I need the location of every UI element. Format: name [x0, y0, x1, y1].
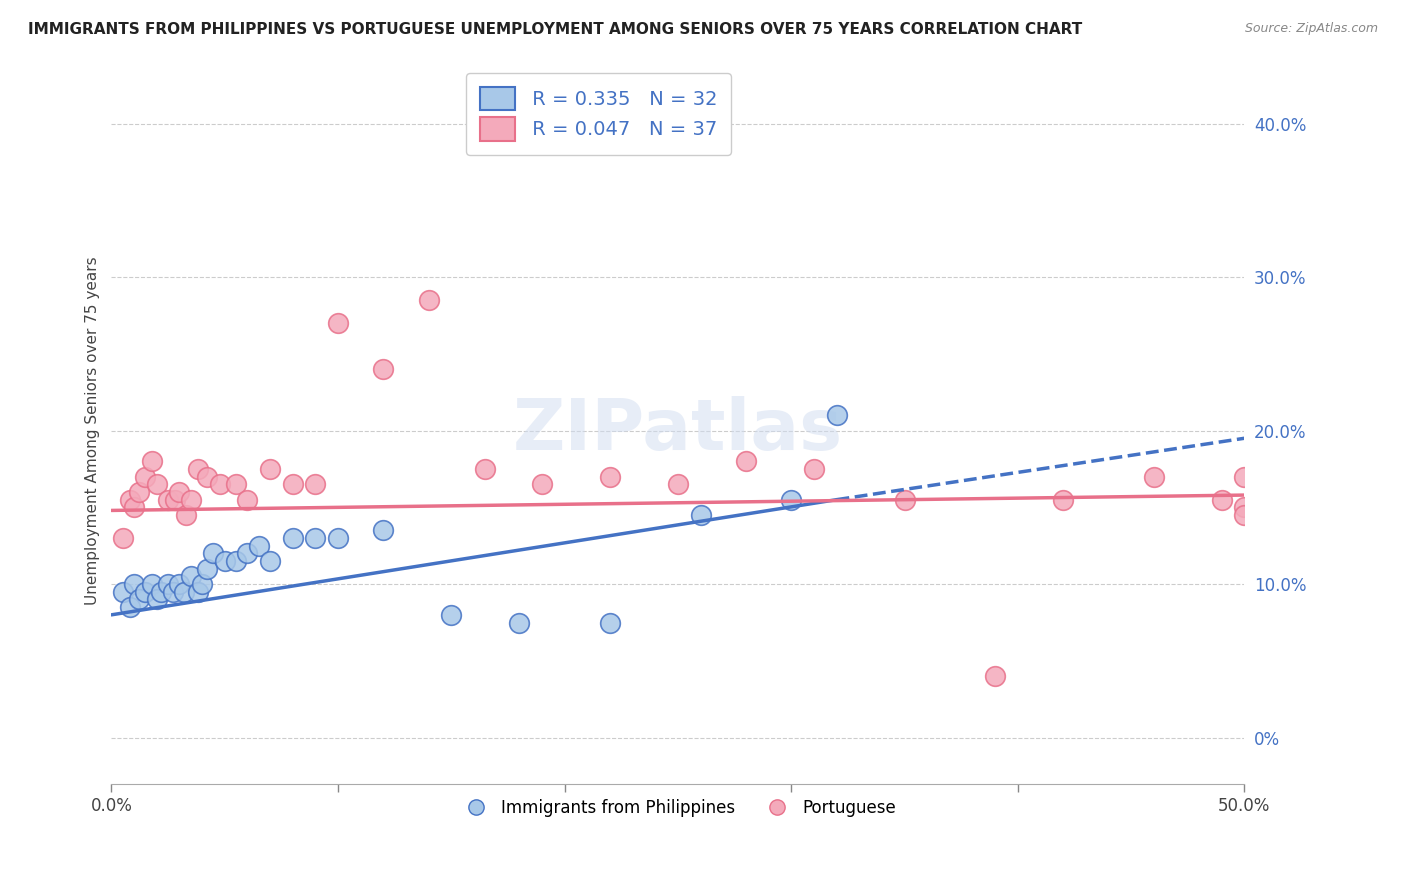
Point: [141, 454, 163, 468]
Point: [803, 462, 825, 476]
Y-axis label: Unemployment Among Seniors over 75 years: Unemployment Among Seniors over 75 years: [86, 256, 100, 605]
Point: [186, 462, 208, 476]
Point: [1233, 500, 1256, 515]
Point: [134, 469, 156, 483]
Text: ZIPatlas: ZIPatlas: [513, 396, 844, 465]
Point: [1233, 508, 1256, 522]
Point: [373, 362, 395, 376]
Point: [440, 607, 463, 622]
Point: [1143, 469, 1166, 483]
Point: [893, 492, 915, 507]
Point: [186, 584, 208, 599]
Point: [145, 592, 167, 607]
Point: [281, 531, 304, 545]
Point: [281, 477, 304, 491]
Point: [373, 524, 395, 538]
Point: [825, 409, 848, 423]
Point: [157, 492, 180, 507]
Point: [169, 485, 191, 500]
Point: [530, 477, 553, 491]
Text: Source: ZipAtlas.com: Source: ZipAtlas.com: [1244, 22, 1378, 36]
Point: [145, 477, 167, 491]
Point: [169, 577, 191, 591]
Point: [1052, 492, 1074, 507]
Point: [418, 293, 440, 307]
Point: [236, 546, 259, 560]
Point: [247, 539, 270, 553]
Point: [122, 577, 145, 591]
Point: [599, 469, 621, 483]
Point: [214, 554, 236, 568]
Point: [128, 485, 150, 500]
Point: [150, 584, 173, 599]
Point: [508, 615, 530, 630]
Point: [134, 584, 156, 599]
Point: [111, 531, 134, 545]
Point: [1233, 469, 1256, 483]
Point: [118, 492, 141, 507]
Point: [326, 316, 349, 330]
Point: [689, 508, 711, 522]
Point: [128, 592, 150, 607]
Point: [326, 531, 349, 545]
Point: [163, 492, 186, 507]
Point: [304, 477, 326, 491]
Point: [209, 477, 232, 491]
Point: [173, 584, 195, 599]
Point: [735, 454, 758, 468]
Point: [236, 492, 259, 507]
Point: [474, 462, 496, 476]
Point: [195, 469, 218, 483]
Point: [984, 669, 1007, 683]
Point: [118, 600, 141, 615]
Point: [157, 577, 180, 591]
Point: [225, 477, 247, 491]
Text: IMMIGRANTS FROM PHILIPPINES VS PORTUGUESE UNEMPLOYMENT AMONG SENIORS OVER 75 YEA: IMMIGRANTS FROM PHILIPPINES VS PORTUGUES…: [28, 22, 1083, 37]
Point: [225, 554, 247, 568]
Point: [122, 500, 145, 515]
Point: [162, 584, 184, 599]
Point: [666, 477, 689, 491]
Point: [599, 615, 621, 630]
Point: [780, 492, 803, 507]
Point: [1211, 492, 1233, 507]
Point: [180, 492, 202, 507]
Point: [191, 577, 214, 591]
Point: [259, 462, 281, 476]
Point: [111, 584, 134, 599]
Legend: Immigrants from Philippines, Portuguese: Immigrants from Philippines, Portuguese: [451, 790, 904, 825]
Point: [202, 546, 225, 560]
Point: [141, 577, 163, 591]
Point: [304, 531, 326, 545]
Point: [174, 508, 197, 522]
Point: [259, 554, 281, 568]
Point: [195, 562, 218, 576]
Point: [180, 569, 202, 583]
